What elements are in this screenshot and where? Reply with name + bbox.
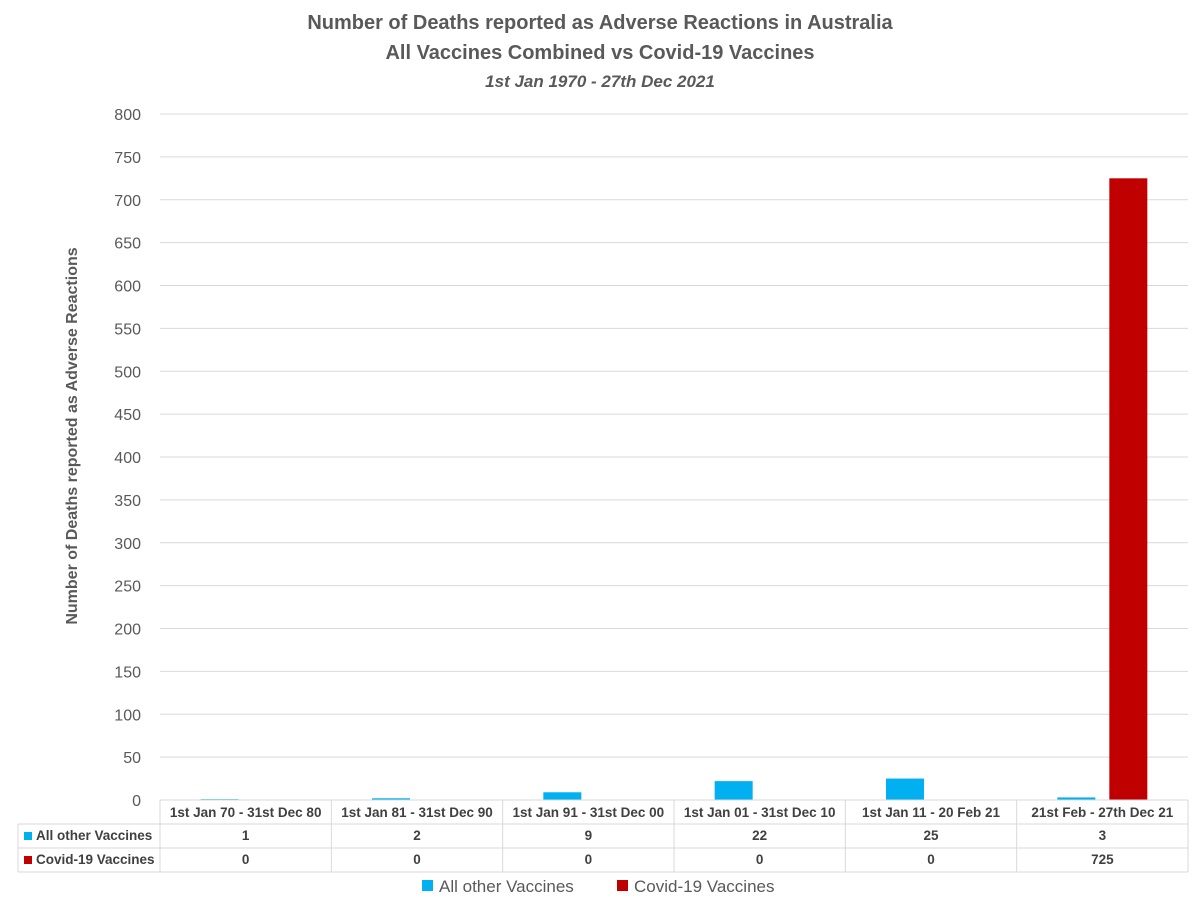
table-value: 0 xyxy=(585,852,593,867)
x-category-label: 1st Jan 01 - 31st Dec 10 xyxy=(684,805,836,820)
y-tick-label: 600 xyxy=(114,279,141,296)
chart-title: Number of Deaths reported as Adverse Rea… xyxy=(307,12,893,34)
data-table: 1st Jan 70 - 31st Dec 80 1st Jan 81 - 31s… xyxy=(17,799,1189,873)
table-value: 0 xyxy=(242,852,250,867)
table-value: 0 xyxy=(413,852,421,867)
table-value: 3 xyxy=(1099,828,1107,843)
y-tick-label: 50 xyxy=(123,750,141,767)
chart-subtitle: All Vaccines Combined vs Covid-19 Vaccin… xyxy=(385,42,815,64)
gridlines xyxy=(160,113,1188,758)
y-tick-label: 100 xyxy=(114,707,141,724)
bar-all-other-vaccines-2 xyxy=(543,792,582,800)
legend-label: All other Vaccines xyxy=(439,877,574,896)
table-series-name: All other Vaccines xyxy=(36,828,152,843)
table-value: 22 xyxy=(752,828,767,843)
y-tick-label: 300 xyxy=(114,536,141,553)
legend-key xyxy=(617,880,628,891)
bar-covid-19-vaccines-5 xyxy=(1109,178,1148,800)
y-tick-label: 200 xyxy=(114,622,141,639)
y-tick-label: 250 xyxy=(114,579,141,596)
y-tick-label: 350 xyxy=(114,493,141,510)
y-tick-label: 700 xyxy=(114,193,141,210)
table-value: 9 xyxy=(585,828,593,843)
x-category-label: 1st Jan 91 - 31st Dec 00 xyxy=(513,805,665,820)
table-value: 1 xyxy=(242,828,250,843)
legend-key xyxy=(422,880,433,891)
y-tick-label: 550 xyxy=(114,321,141,338)
bars xyxy=(200,178,1148,800)
y-tick-label: 400 xyxy=(114,450,141,467)
x-category-label: 21st Feb - 27th Dec 21 xyxy=(1031,805,1173,820)
y-tick-label: 800 xyxy=(114,107,141,124)
bar-all-other-vaccines-1 xyxy=(372,798,410,800)
y-tick-label: 450 xyxy=(114,407,141,424)
x-category-label: 1st Jan 81 - 31st Dec 90 xyxy=(341,805,493,820)
table-value: 2 xyxy=(413,828,421,843)
table-legend-key xyxy=(24,832,32,840)
legend: All other Vaccines Covid-19 Vaccines xyxy=(422,877,774,896)
bar-all-other-vaccines-4 xyxy=(886,778,924,800)
bar-all-other-vaccines-5 xyxy=(1057,797,1096,800)
bar-all-other-vaccines-3 xyxy=(714,781,753,800)
table-series-name: Covid-19 Vaccines xyxy=(36,852,155,867)
y-tick-label: 150 xyxy=(114,664,141,681)
y-tick-label: 750 xyxy=(114,150,141,167)
legend-label: Covid-19 Vaccines xyxy=(634,877,774,896)
table-legend-key xyxy=(24,856,32,864)
table-value: 25 xyxy=(923,828,939,843)
table-value: 725 xyxy=(1091,852,1114,867)
y-tick-label: 0 xyxy=(132,793,141,810)
x-category-label: 1st Jan 11 - 20 Feb 21 xyxy=(862,805,1001,820)
chart-date-range: 1st Jan 1970 - 27th Dec 2021 xyxy=(485,72,715,91)
y-axis-ticks: 0 50 100 150 200 250 300 350 400 450 500 550 600 650 7… xyxy=(114,107,141,810)
table-value: 0 xyxy=(756,852,764,867)
y-axis-label: Number of Deaths reported as Adverse Rea… xyxy=(64,247,81,624)
y-tick-label: 650 xyxy=(114,236,141,253)
table-value: 0 xyxy=(927,852,935,867)
y-tick-label: 500 xyxy=(114,364,141,381)
x-category-label: 1st Jan 70 - 31st Dec 80 xyxy=(170,805,322,820)
